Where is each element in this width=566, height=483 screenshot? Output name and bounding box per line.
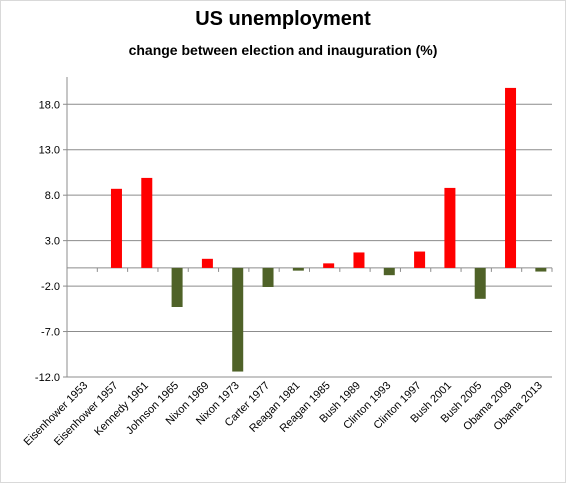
bar bbox=[505, 87, 517, 268]
chart-subtitle: change between election and inauguration… bbox=[128, 42, 438, 58]
y-tick-label: 18.0 bbox=[39, 99, 60, 111]
bar bbox=[444, 187, 456, 268]
y-tick-label: -7.0 bbox=[41, 327, 60, 339]
bar bbox=[474, 267, 486, 299]
bar bbox=[141, 177, 153, 268]
bar bbox=[535, 267, 547, 272]
y-tick-label: 13.0 bbox=[39, 145, 60, 157]
bar bbox=[232, 267, 244, 372]
bar bbox=[262, 267, 274, 287]
y-tick-label: 8.0 bbox=[45, 190, 60, 202]
bar bbox=[353, 252, 365, 268]
bar bbox=[110, 188, 122, 268]
bar bbox=[292, 267, 304, 271]
bar bbox=[414, 251, 426, 268]
bar bbox=[323, 263, 335, 268]
bar bbox=[171, 267, 183, 307]
y-tick-label: -2.0 bbox=[41, 281, 60, 293]
y-tick-label: 3.0 bbox=[45, 236, 60, 248]
bar bbox=[383, 267, 395, 276]
y-tick-label: -12.0 bbox=[35, 372, 60, 384]
bar bbox=[201, 258, 213, 268]
chart-title: US unemployment bbox=[195, 8, 371, 30]
